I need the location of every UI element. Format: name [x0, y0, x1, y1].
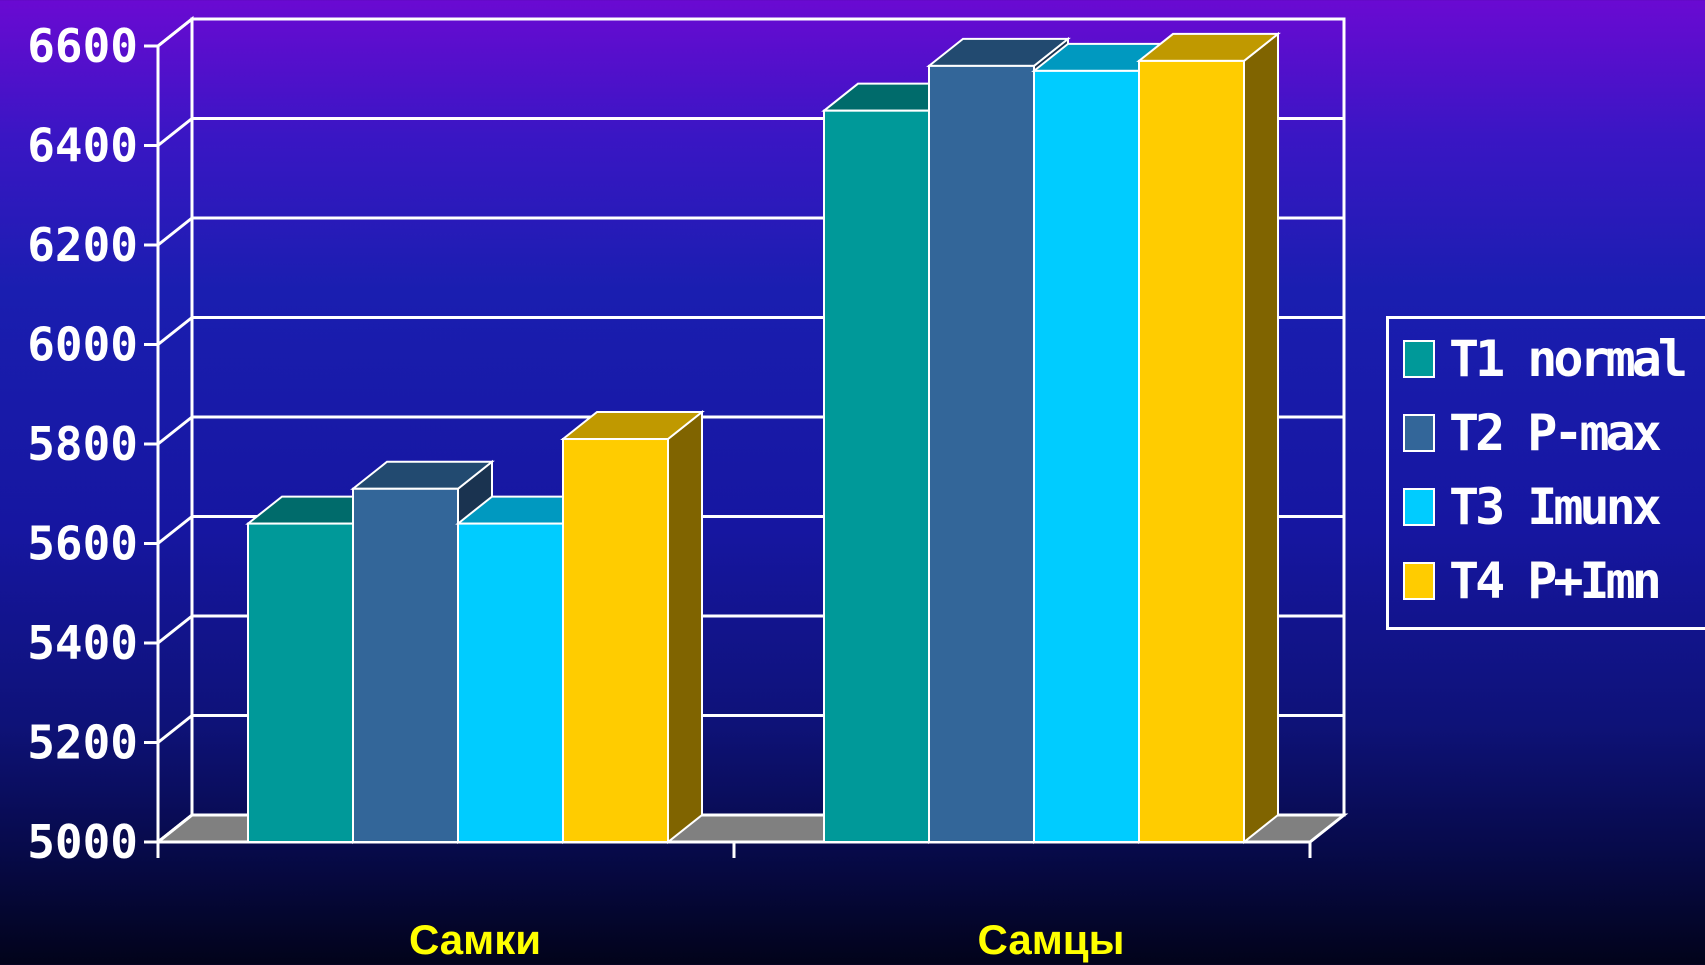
- y-tick-label-5400: 5400: [27, 616, 138, 670]
- y-tick-label-5200: 5200: [27, 716, 138, 770]
- bar-1-t4-p-imn-side: [667, 409, 703, 845]
- y-tick-label-6600: 6600: [27, 19, 138, 73]
- y-tick-label-6200: 6200: [27, 218, 138, 272]
- legend-item-t3: T3 Imunx: [1403, 477, 1662, 537]
- gridline-side-6000: [157, 316, 193, 346]
- gridline-side-6400: [157, 117, 193, 147]
- bar-2-t4-p-imn: [1138, 59, 1245, 844]
- y-tick-label-5000: 5000: [27, 815, 138, 869]
- legend-item-t4: T4 P+Imn: [1403, 551, 1662, 611]
- y-tick-label-6400: 6400: [27, 119, 138, 173]
- y-tick-label-5600: 5600: [27, 517, 138, 571]
- legend-item-t2: T2 P-max: [1403, 403, 1662, 463]
- bar-2-t3-imunx: [1033, 69, 1140, 843]
- gridline-side-5400: [157, 614, 193, 645]
- bar-2-t4-p-imn-side: [1243, 31, 1279, 845]
- category-label-samtsy: Самцы: [977, 916, 1125, 963]
- legend-swatch-t4: [1403, 562, 1435, 600]
- legend-label-t4: T4 P+Imn: [1449, 552, 1662, 610]
- y-tick-label-5800: 5800: [27, 417, 138, 471]
- legend-item-t1: T1 normal: [1403, 329, 1688, 389]
- gridline-side-5600: [157, 515, 193, 545]
- bar-1-t2-p-max: [352, 487, 459, 843]
- legend-label-t1: T1 normal: [1449, 330, 1688, 388]
- category-label-samki: Самки: [408, 916, 542, 963]
- gridline-side-5000: [157, 813, 193, 844]
- legend-swatch-t3: [1403, 488, 1435, 526]
- chart-legend: T1 normal T2 P-max T3 Imunx T4 P+Imn: [1386, 316, 1705, 630]
- legend-label-t2: T2 P-max: [1449, 404, 1662, 462]
- gridline-side-5800: [157, 415, 193, 446]
- bar-1-t4-p-imn: [562, 438, 669, 843]
- bar-2-t1-normal: [823, 109, 930, 844]
- gridline-side-6200: [157, 216, 193, 247]
- legend-swatch-t2: [1403, 414, 1435, 452]
- bar-1-t3-imunx: [457, 522, 564, 843]
- bar-2-t2-p-max: [928, 64, 1035, 843]
- gridline-side-5200: [157, 714, 193, 744]
- bar-1-t1-normal: [247, 522, 354, 843]
- gridline-side-6600: [157, 17, 193, 48]
- legend-label-t3: T3 Imunx: [1449, 478, 1662, 536]
- y-tick-label-6000: 6000: [27, 318, 138, 372]
- legend-swatch-t1: [1403, 340, 1435, 378]
